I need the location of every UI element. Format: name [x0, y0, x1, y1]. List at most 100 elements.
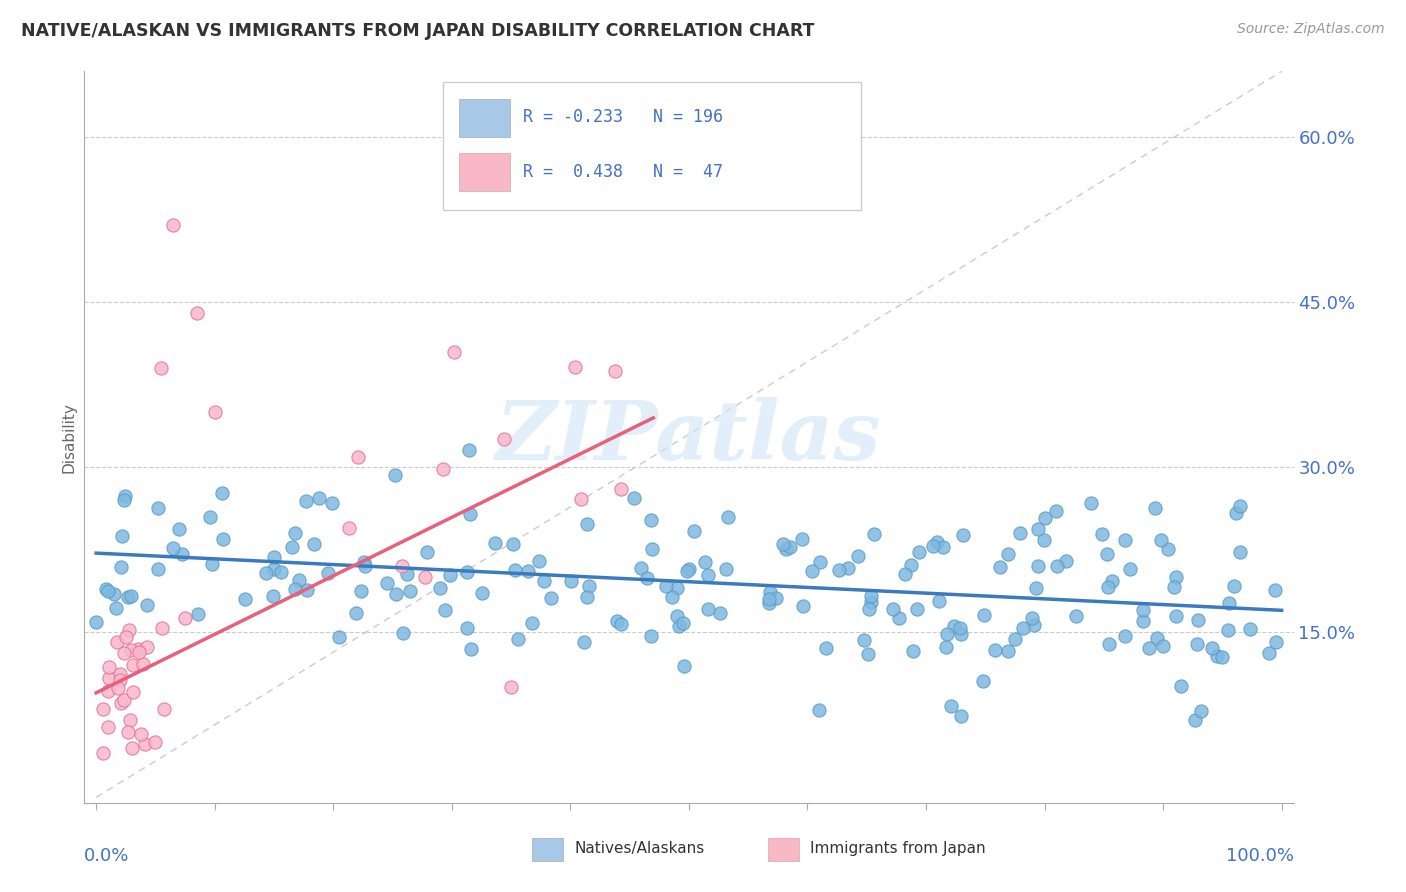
Point [759, 585, 782, 599]
Point [391, 559, 413, 574]
Point [120, 642, 142, 657]
Point [121, 684, 143, 698]
Point [1166, 570, 1188, 584]
Point [328, 630, 350, 644]
Point [935, 640, 957, 655]
Point [98, 659, 121, 673]
Point [187, 607, 209, 621]
Text: Natives/Alaskans: Natives/Alaskans [574, 840, 704, 855]
Point [1257, 646, 1279, 660]
Point [887, 610, 910, 624]
Point [630, 560, 652, 574]
Point [308, 491, 330, 505]
Point [460, 641, 482, 656]
Point [127, 642, 149, 657]
Point [201, 557, 224, 571]
Point [167, 522, 190, 536]
Point [716, 562, 738, 576]
Point [1132, 603, 1154, 617]
Point [110, 696, 132, 710]
Point [118, 623, 141, 637]
Point [439, 568, 461, 582]
Point [1033, 511, 1056, 525]
Point [121, 741, 143, 756]
Point [398, 584, 420, 599]
Point [502, 537, 524, 551]
Point [1025, 582, 1047, 596]
Point [375, 576, 398, 591]
Point [97, 684, 120, 698]
Point [859, 589, 882, 603]
Point [110, 673, 132, 687]
Bar [460, 153, 510, 191]
Point [939, 699, 962, 714]
Point [117, 591, 139, 605]
Point [262, 590, 284, 604]
Point [337, 521, 360, 535]
Point [254, 566, 277, 581]
Point [807, 703, 830, 717]
Point [270, 566, 292, 580]
Point [988, 560, 1011, 574]
Point [443, 345, 465, 359]
Text: R = -0.233   N = 196: R = -0.233 N = 196 [523, 109, 723, 127]
Point [1211, 650, 1233, 665]
Point [284, 582, 307, 597]
Point [105, 634, 128, 648]
Point [1170, 679, 1192, 693]
Point [672, 615, 695, 630]
Point [758, 596, 780, 610]
Point [665, 608, 688, 623]
Point [828, 562, 851, 576]
Point [1101, 574, 1123, 588]
Point [1225, 506, 1247, 520]
Point [162, 541, 184, 555]
Point [117, 724, 139, 739]
Point [576, 517, 599, 532]
Point [96, 582, 118, 597]
Point [150, 361, 173, 376]
Point [856, 647, 879, 661]
Point [564, 360, 586, 375]
Point [1264, 582, 1286, 597]
Point [1216, 623, 1239, 637]
Point [665, 581, 688, 595]
Point [801, 564, 824, 578]
Point [792, 599, 814, 613]
Point [1152, 639, 1174, 653]
Point [1156, 541, 1178, 556]
Point [948, 622, 970, 636]
Bar [531, 838, 564, 862]
Point [146, 500, 169, 515]
Point [396, 567, 419, 582]
Point [318, 566, 340, 581]
Point [894, 566, 917, 581]
Point [91, 702, 114, 716]
Point [814, 641, 837, 656]
Point [112, 492, 135, 507]
Point [304, 537, 326, 551]
Point [211, 485, 233, 500]
Point [198, 509, 221, 524]
Point [86, 615, 108, 630]
Point [505, 563, 527, 577]
Point [772, 536, 794, 550]
Bar [443, 82, 860, 211]
Point [696, 568, 718, 582]
Point [810, 555, 832, 569]
Point [392, 626, 415, 640]
Point [640, 629, 662, 643]
Point [284, 526, 307, 541]
Point [146, 562, 169, 576]
Point [943, 619, 966, 633]
Point [775, 542, 797, 557]
Point [384, 467, 406, 482]
Point [107, 681, 129, 695]
Point [1054, 554, 1077, 568]
Point [121, 589, 143, 603]
Point [344, 606, 367, 620]
Point [693, 555, 716, 569]
Point [506, 632, 529, 646]
Point [641, 542, 664, 557]
Point [384, 587, 406, 601]
